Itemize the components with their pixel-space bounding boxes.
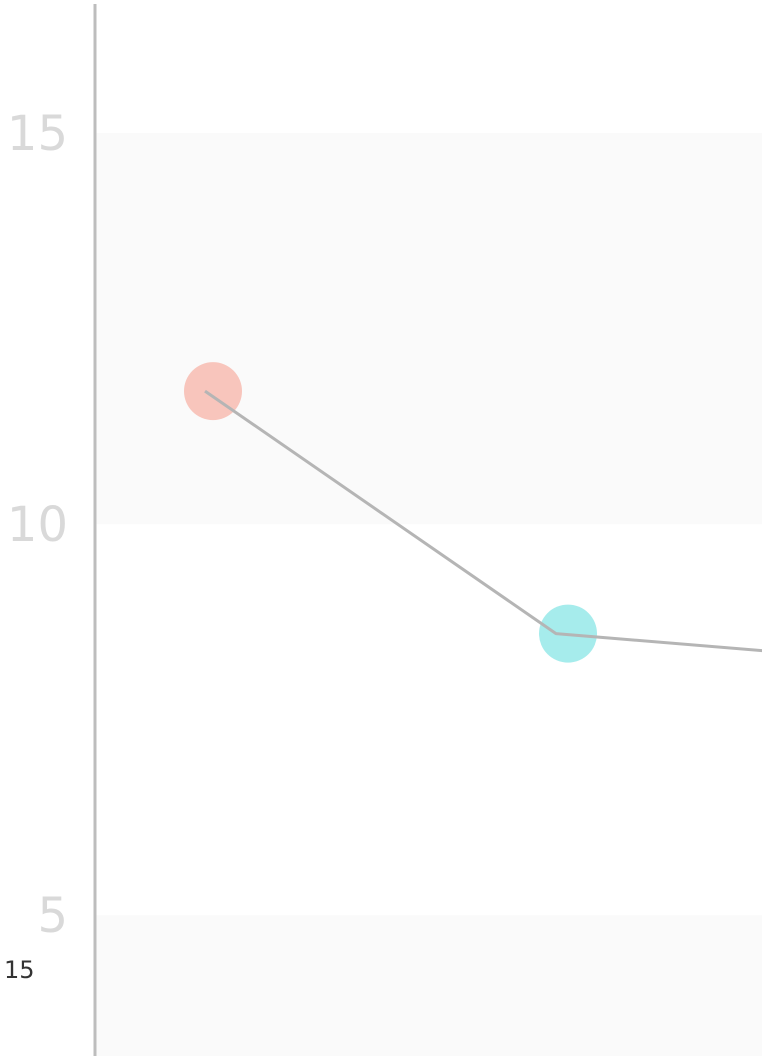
y-tick-label-15: 15 [7, 106, 68, 162]
corner-label: 15 [4, 956, 35, 984]
y-tick-label-10: 10 [7, 497, 68, 553]
y-tick-label-5: 5 [37, 888, 68, 944]
band-below-5 [95, 915, 762, 1056]
band-10-15 [95, 132, 762, 525]
series-line [204, 389, 762, 653]
